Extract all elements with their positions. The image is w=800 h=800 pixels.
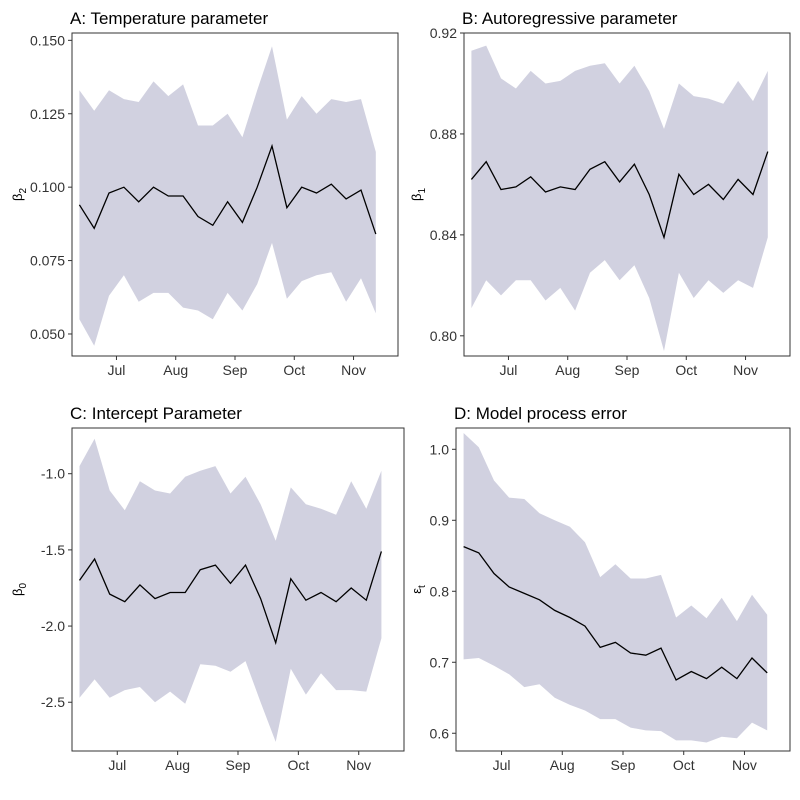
x-tick-label: Nov [341,362,366,378]
y-axis-label: β0 [10,583,29,596]
y-tick-label: 0.88 [430,126,457,142]
y-tick-label: 0.100 [30,179,65,195]
credible-band [471,45,768,351]
panel-title: D: Model process error [454,404,627,423]
y-axis-symbol: β [409,194,424,201]
panel-c: -2.5 -2.0 -1.5 -1.0 Jul Aug Sep Oct Nov C: Interc… [10,404,405,773]
panel-a: 0.050 0.075 0.100 0.125 0.150 Jul Aug Sep Oct Nov… [10,9,399,378]
y-axis-label: β2 [10,188,29,201]
y-tick-label: -1.5 [41,542,65,558]
series-line [78,551,383,646]
y-axis-subscript: t [417,585,428,588]
y-axis-subscript: 1 [417,188,428,194]
y-axis-symbol: ε [409,588,424,594]
panel-title: C: Intercept Parameter [70,404,242,423]
y-axis-label: β1 [409,188,428,201]
x-tick-label: Nov [346,757,371,773]
panel-d: 0.6 0.7 0.8 0.9 1.0 Jul Aug Sep Oct Nov D: Model p… [409,404,791,773]
x-tick-label: Aug [550,757,575,773]
y-tick-label: -1.0 [41,466,65,482]
x-tick-label: Sep [615,362,640,378]
y-tick-label: 0.80 [430,328,457,344]
series-line [463,545,768,681]
x-tick-label: Aug [555,362,580,378]
credible-band [79,438,382,742]
y-axis-symbol: β [10,194,25,201]
x-tick-label: Sep [611,757,636,773]
series-line [470,151,769,240]
panel-title: B: Autoregressive parameter [462,9,678,28]
panel-b: 0.80 0.84 0.88 0.92 Jul Aug Sep Oct Nov B: Autore… [409,9,791,378]
y-tick-label: 0.92 [430,25,457,41]
y-axis-subscript: 0 [18,583,29,589]
x-tick-label: Oct [287,757,309,773]
y-tick-label: 0.050 [30,326,65,342]
x-tick-label: Nov [733,362,758,378]
panel-title: A: Temperature parameter [70,9,268,28]
x-tick-label: Jul [500,362,518,378]
credible-band [79,46,376,346]
series-line [78,143,377,235]
y-tick-label: -2.0 [41,618,65,634]
x-tick-label: Jul [108,757,126,773]
y-tick-label: 0.7 [430,654,450,670]
x-tick-label: Oct [283,362,305,378]
y-tick-label: 0.125 [30,106,65,122]
y-tick-label: 0.6 [430,725,450,741]
y-tick-label: 0.84 [430,227,457,243]
x-tick-label: Oct [675,362,697,378]
y-tick-label: 0.8 [430,583,450,599]
x-tick-label: Aug [163,362,188,378]
x-tick-label: Aug [165,757,190,773]
y-tick-label: 0.9 [430,512,450,528]
x-tick-label: Oct [673,757,695,773]
y-tick-label: -2.5 [41,694,65,710]
x-tick-label: Nov [732,757,757,773]
y-tick-label: 1.0 [430,441,450,457]
y-axis-symbol: β [10,589,25,596]
x-tick-label: Sep [223,362,248,378]
y-tick-label: 0.075 [30,253,65,269]
y-tick-label: 0.150 [30,32,65,48]
x-tick-label: Sep [226,757,251,773]
x-tick-label: Jul [108,362,126,378]
y-axis-subscript: 2 [18,188,29,194]
y-axis-label: εt [409,585,428,594]
credible-band [463,433,768,743]
x-tick-label: Jul [493,757,511,773]
